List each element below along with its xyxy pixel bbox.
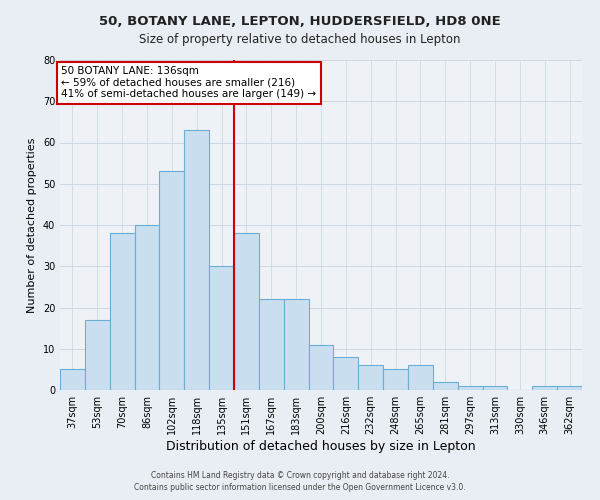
Bar [532,386,557,390]
X-axis label: Distribution of detached houses by size in Lepton: Distribution of detached houses by size … [166,440,476,453]
Bar [234,233,259,390]
Bar [209,266,234,390]
Bar [482,386,508,390]
Bar [184,130,209,390]
Bar [134,225,160,390]
Text: Contains HM Land Registry data © Crown copyright and database right 2024.
Contai: Contains HM Land Registry data © Crown c… [134,471,466,492]
Bar [408,365,433,390]
Text: 50 BOTANY LANE: 136sqm
← 59% of detached houses are smaller (216)
41% of semi-de: 50 BOTANY LANE: 136sqm ← 59% of detached… [61,66,316,100]
Text: 50, BOTANY LANE, LEPTON, HUDDERSFIELD, HD8 0NE: 50, BOTANY LANE, LEPTON, HUDDERSFIELD, H… [99,15,501,28]
Bar [334,357,358,390]
Bar [308,344,334,390]
Bar [259,299,284,390]
Bar [110,233,134,390]
Bar [160,172,184,390]
Bar [60,370,85,390]
Bar [284,299,308,390]
Y-axis label: Number of detached properties: Number of detached properties [27,138,37,312]
Bar [557,386,582,390]
Bar [383,370,408,390]
Bar [458,386,482,390]
Bar [433,382,458,390]
Bar [358,365,383,390]
Bar [85,320,110,390]
Text: Size of property relative to detached houses in Lepton: Size of property relative to detached ho… [139,32,461,46]
